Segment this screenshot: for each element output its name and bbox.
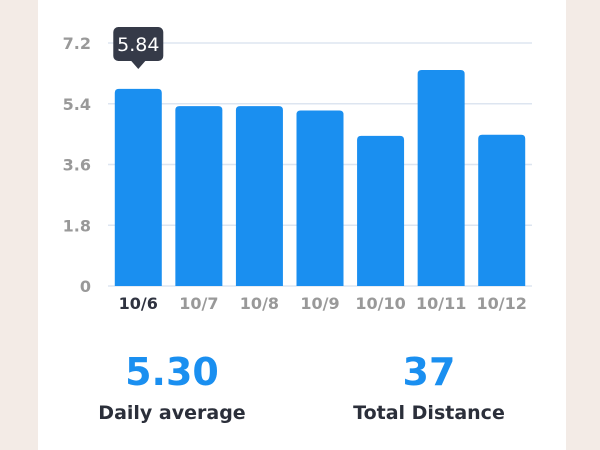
x-tick-label: 10/11 — [416, 294, 466, 313]
total-distance-stat: 37 Total Distance — [329, 350, 529, 424]
total-distance-label: Total Distance — [353, 402, 505, 424]
daily-average-value: 5.30 — [125, 350, 219, 394]
y-tick-label: 5.4 — [63, 95, 91, 114]
y-tick-label: 3.6 — [63, 156, 91, 175]
chart-card: 0 1.8 3.6 5.4 7.2 10/6 10/7 10/8 10/9 10/10 10/11 1… — [38, 0, 566, 450]
x-tick-label: 10/12 — [477, 294, 527, 313]
total-distance-value: 37 — [402, 350, 456, 394]
bar — [114, 88, 162, 287]
tooltip-box — [113, 27, 164, 61]
y-tick-label: 1.8 — [63, 216, 91, 235]
tooltip-value: 5.84 — [117, 34, 159, 56]
x-tick-label: 10/10 — [355, 294, 405, 313]
bar — [357, 135, 405, 286]
y-tick-label: 7.2 — [63, 34, 91, 53]
tooltip-pointer — [131, 61, 146, 69]
y-tick-label: 0 — [80, 277, 91, 296]
daily-average-stat: 5.30 Daily average — [72, 350, 272, 424]
bar — [417, 70, 465, 286]
x-tick-label: 10/6 — [119, 294, 158, 313]
x-tick-label: 10/8 — [240, 294, 279, 313]
daily-average-label: Daily average — [98, 402, 246, 424]
bar — [175, 106, 223, 286]
x-tick-label: 10/7 — [179, 294, 218, 313]
bar — [235, 106, 283, 286]
bar — [296, 110, 344, 286]
x-tick-label: 10/9 — [300, 294, 339, 313]
bar-chart: 0 1.8 3.6 5.4 7.2 10/6 10/7 10/8 10/9 10/10 10/11 1… — [63, 27, 532, 313]
bar — [478, 134, 526, 286]
